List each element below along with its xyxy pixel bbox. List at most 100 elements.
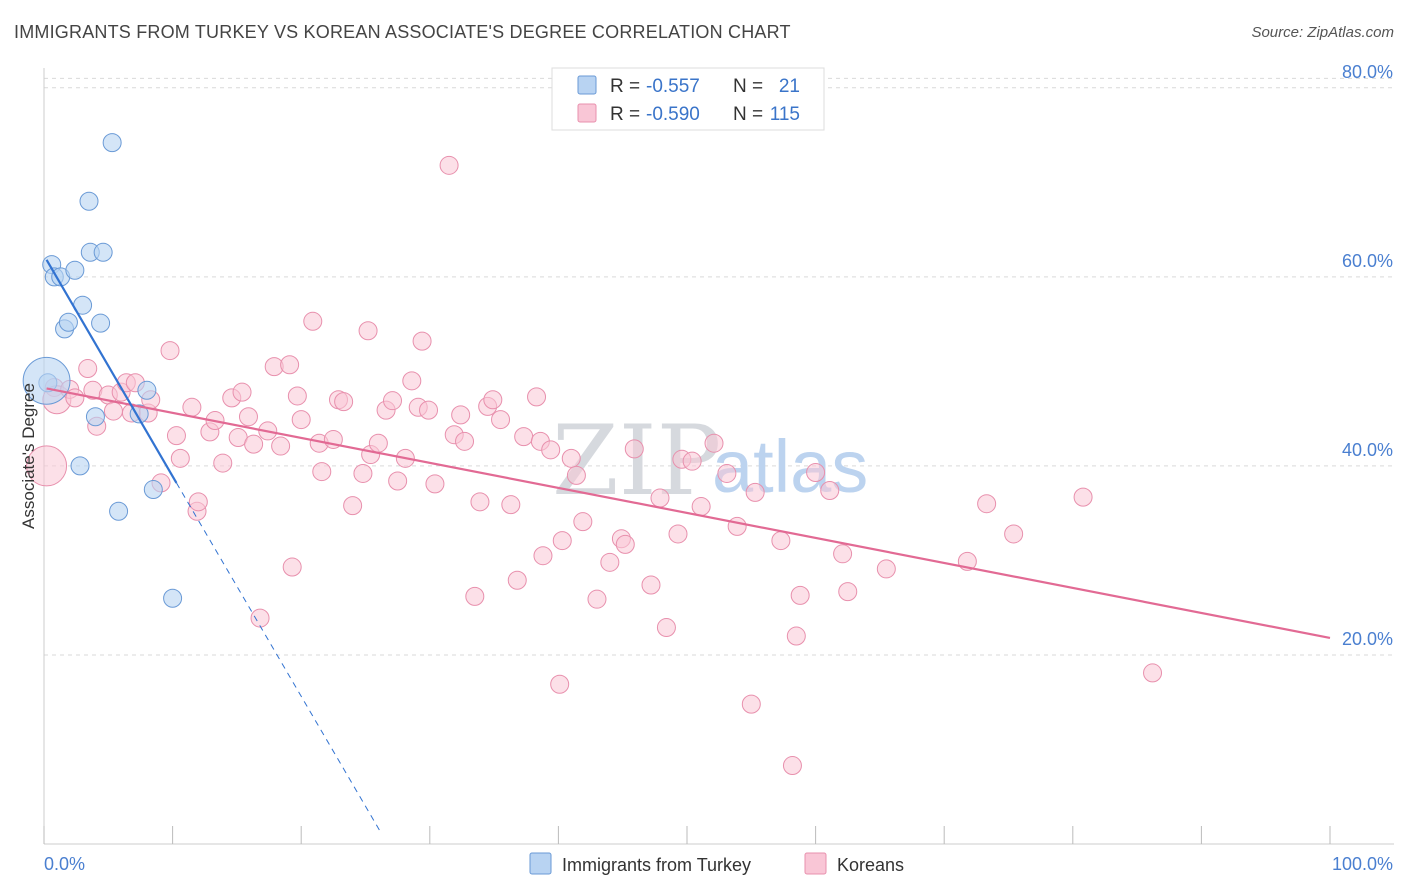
x-tick-label: 0.0% bbox=[44, 854, 85, 874]
series-turkey bbox=[22, 133, 183, 608]
watermark: ZIP atlas bbox=[552, 405, 868, 517]
data-point-korean bbox=[741, 694, 761, 714]
data-point-turkey bbox=[58, 312, 78, 332]
data-point-turkey bbox=[91, 313, 111, 333]
data-point-korean bbox=[103, 401, 123, 421]
data-point-turkey bbox=[137, 380, 157, 400]
data-point-korean bbox=[213, 453, 233, 473]
data-point-korean bbox=[641, 575, 661, 595]
legend-n-label-2: N = bbox=[733, 104, 763, 125]
y-tick-label: 40.0% bbox=[1342, 440, 1393, 460]
data-point-korean bbox=[368, 433, 388, 453]
data-point-korean bbox=[170, 448, 190, 468]
data-point-korean bbox=[561, 448, 581, 468]
data-point-korean bbox=[383, 391, 403, 411]
data-point-korean bbox=[358, 321, 378, 341]
y-tick-label: 80.0% bbox=[1342, 62, 1393, 82]
data-point-turkey bbox=[79, 191, 99, 211]
data-point-turkey bbox=[70, 456, 90, 476]
data-point-korean bbox=[552, 531, 572, 551]
data-point-korean bbox=[312, 462, 332, 482]
data-point-korean bbox=[78, 359, 98, 379]
data-point-korean bbox=[587, 589, 607, 609]
data-point-korean bbox=[624, 439, 644, 459]
data-point-korean bbox=[691, 497, 711, 517]
data-point-korean bbox=[566, 465, 586, 485]
legend-r-value-1: -0.557 bbox=[646, 76, 700, 97]
data-point-korean bbox=[668, 524, 688, 544]
data-point-korean bbox=[439, 155, 459, 175]
data-point-korean bbox=[527, 387, 547, 407]
series-koreans bbox=[26, 155, 1163, 776]
stats-legend-box bbox=[551, 67, 825, 131]
trend-lines bbox=[45, 259, 1331, 833]
data-point-korean bbox=[465, 586, 485, 606]
data-point-korean bbox=[419, 400, 439, 420]
data-point-korean bbox=[402, 371, 422, 391]
data-point-korean bbox=[483, 390, 503, 410]
bottom-legend-label-turkey: Immigrants from Turkey bbox=[562, 855, 751, 875]
data-point-korean bbox=[232, 382, 252, 402]
data-point-korean bbox=[573, 512, 593, 532]
data-point-turkey bbox=[163, 588, 183, 608]
data-point-korean bbox=[334, 392, 354, 412]
data-point-korean bbox=[656, 618, 676, 638]
legend-swatch-korean bbox=[577, 103, 597, 123]
data-point-korean bbox=[745, 482, 765, 502]
data-point-korean bbox=[650, 488, 670, 508]
data-point-korean bbox=[491, 410, 511, 430]
data-point-korean bbox=[291, 410, 311, 430]
data-point-korean bbox=[876, 559, 896, 579]
data-point-korean bbox=[250, 608, 270, 628]
data-point-korean bbox=[501, 495, 521, 515]
y-tick-labels: 20.0% 40.0% 60.0% 80.0% bbox=[1342, 62, 1393, 649]
data-point-korean bbox=[786, 626, 806, 646]
data-point-korean bbox=[550, 674, 570, 694]
data-point-korean bbox=[717, 463, 737, 483]
data-point-turkey bbox=[102, 133, 122, 153]
data-point-korean bbox=[287, 386, 307, 406]
bottom-legend-swatch-turkey bbox=[529, 852, 552, 875]
data-point-korean bbox=[160, 341, 180, 361]
data-point-korean bbox=[615, 534, 635, 554]
legend-r-value-2: -0.590 bbox=[646, 104, 700, 125]
data-point-turkey bbox=[85, 407, 105, 427]
chart-title: IMMIGRANTS FROM TURKEY VS KOREAN ASSOCIA… bbox=[14, 22, 791, 42]
y-tick-label: 60.0% bbox=[1342, 251, 1393, 271]
x-tick-labels: 0.0% 100.0% bbox=[44, 854, 1393, 874]
stats-legend: R = -0.557 N = 21 R = -0.590 N = 115 bbox=[551, 67, 825, 131]
data-point-korean bbox=[977, 494, 997, 514]
data-point-korean bbox=[412, 331, 432, 351]
data-point-korean bbox=[704, 433, 724, 453]
data-point-korean bbox=[303, 311, 323, 331]
data-point-turkey bbox=[93, 242, 113, 262]
trend-line-turkey bbox=[45, 259, 178, 484]
data-point-korean bbox=[470, 492, 490, 512]
series-legend: Immigrants from Turkey Koreans bbox=[529, 852, 904, 875]
y-tick-label: 20.0% bbox=[1342, 629, 1393, 649]
data-point-korean bbox=[833, 544, 853, 564]
bottom-legend-swatch-korean bbox=[804, 852, 827, 875]
data-point-korean bbox=[26, 445, 68, 487]
data-point-korean bbox=[238, 407, 258, 427]
data-point-korean bbox=[790, 585, 810, 605]
data-point-korean bbox=[507, 570, 527, 590]
data-point-korean bbox=[1073, 487, 1093, 507]
data-point-korean bbox=[455, 431, 475, 451]
data-point-korean bbox=[771, 531, 791, 551]
data-point-korean bbox=[425, 474, 445, 494]
legend-r-label-2: R = bbox=[610, 104, 640, 125]
data-point-turkey bbox=[22, 356, 71, 405]
data-point-turkey bbox=[143, 480, 163, 500]
trend-line-koreans bbox=[46, 387, 1331, 640]
data-point-korean bbox=[533, 546, 553, 566]
data-point-korean bbox=[600, 552, 620, 572]
data-point-korean bbox=[182, 397, 202, 417]
legend-r-label-1: R = bbox=[610, 76, 640, 97]
data-point-korean bbox=[1004, 524, 1024, 544]
data-point-korean bbox=[541, 440, 561, 460]
data-point-korean bbox=[1143, 663, 1163, 683]
data-point-korean bbox=[451, 405, 471, 425]
data-point-korean bbox=[343, 496, 363, 516]
